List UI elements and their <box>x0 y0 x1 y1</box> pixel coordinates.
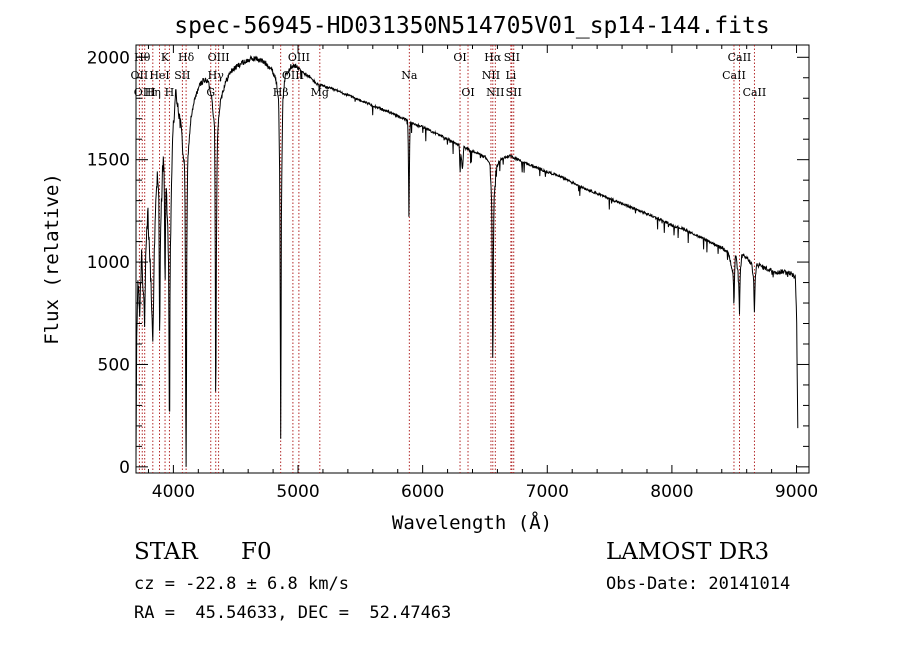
line-marker-label: NII <box>486 86 504 99</box>
y-tick-label: 500 <box>98 355 130 375</box>
x-tick-label: 8000 <box>650 482 693 502</box>
obs-date: Obs-Date: 20141014 <box>606 574 791 594</box>
x-axis-label: Wavelength (Å) <box>392 511 552 534</box>
x-tick-label: 7000 <box>526 482 569 502</box>
line-marker-label: OIII <box>208 51 230 64</box>
chart-title: spec-56945-HD031350N514705V01_sp14-144.f… <box>174 13 769 39</box>
y-axis: 0 500 1000 1500 2000 <box>87 48 809 478</box>
line-marker-label: Mg <box>311 86 329 99</box>
y-tick-label: 1000 <box>87 253 130 273</box>
line-marker-label: NII <box>482 69 500 82</box>
line-marker-label: K <box>161 51 170 64</box>
line-marker-label: OIII <box>282 69 304 82</box>
spectrum-line <box>135 54 799 467</box>
line-marker-label: Hγ <box>208 69 225 82</box>
line-marker-label: Li <box>505 69 516 82</box>
line-marker-label: Hη <box>145 86 161 99</box>
x-tick-label: 6000 <box>401 482 444 502</box>
line-marker-label: CaII <box>743 86 767 99</box>
line-marker-label: HeI <box>149 69 169 82</box>
object-type: STAR <box>134 539 198 565</box>
x-tick-label: 4000 <box>152 482 195 502</box>
line-marker-label: Na <box>401 69 418 82</box>
line-marker-label: Hβ <box>273 86 289 99</box>
line-marker-label: OIII <box>288 51 310 64</box>
spectral-line-markers <box>138 45 755 473</box>
line-marker-label: SII <box>504 51 520 64</box>
line-marker-label: Hα <box>484 51 502 64</box>
y-axis-label: Flux (relative) <box>41 173 63 345</box>
line-marker-label: SII <box>506 86 522 99</box>
line-marker-label: SII <box>174 69 190 82</box>
line-marker-label: CaII <box>728 51 752 64</box>
y-tick-label: 0 <box>119 458 130 478</box>
plot-frame <box>135 44 810 474</box>
x-axis: 4000 5000 6000 7000 8000 9000 <box>147 45 818 502</box>
y-tick-label: 2000 <box>87 48 130 68</box>
x-tick-label: 5000 <box>276 482 319 502</box>
line-marker-label: OI <box>461 86 474 99</box>
x-tick-label: 9000 <box>775 482 818 502</box>
y-tick-label: 1500 <box>87 151 130 171</box>
redshift-text: cz = -22.8 ± 6.8 km/s <box>134 574 349 594</box>
line-marker-label: CaII <box>722 69 746 82</box>
line-marker-label: H <box>165 86 175 99</box>
line-marker-label: OII <box>131 69 149 82</box>
spectral-line-labels: HθOIIOIIIHηHeIKHSIIHδGHγOIIIHβOIIIOIIIMg… <box>131 51 767 99</box>
coordinates: RA = 45.54633, DEC = 52.47463 <box>134 603 452 623</box>
subclass: F0 <box>241 539 272 565</box>
line-marker-label: OI <box>453 51 466 64</box>
line-marker-label: OIII <box>134 86 156 99</box>
line-marker-label: Hδ <box>178 51 195 64</box>
survey-name: LAMOST DR3 <box>606 539 770 565</box>
